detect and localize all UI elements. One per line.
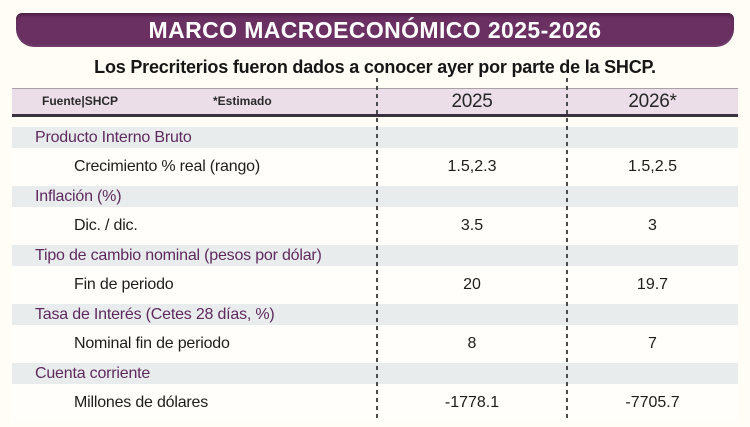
column-header-2025: 2025 (451, 91, 493, 112)
estimate-note: *Estimado (213, 94, 272, 108)
column-divider-dashed-right (566, 78, 568, 420)
value-2026: 19.7 (636, 276, 669, 293)
row-label: Dic. / dic. (74, 217, 138, 234)
source-label: Fuente|SHCP (42, 94, 119, 108)
value-2025: 8 (467, 335, 477, 352)
section-header-label: Inflación (%) (35, 187, 122, 205)
data-row-dic-dic: Dic. / dic. 3.5 3 (12, 207, 738, 245)
section-header-label: Tipo de cambio nominal (pesos por dólar) (35, 246, 322, 264)
column-divider-dashed-left (376, 78, 378, 420)
value-2025: 3.5 (460, 217, 484, 234)
section-header-row-tipo-cambio: Tipo de cambio nominal (pesos por dólar) (12, 245, 738, 266)
row-label: Nominal fin de periodo (74, 335, 230, 352)
subtitle: Los Precriterios fueron dados a conocer … (94, 57, 656, 77)
section-header-row-cuenta-corriente: Cuenta corriente (12, 363, 738, 384)
value-2025: 20 (463, 276, 481, 293)
data-row-fin-periodo: Fin de periodo 20 19.7 (12, 266, 738, 304)
section-header-label: Tasa de Interés (Cetes 28 días, %) (35, 305, 275, 323)
value-2026: -7705.7 (625, 394, 680, 411)
data-row-crecimiento: Crecimiento % real (rango) 1.5,2.3 1.5,2… (12, 148, 738, 186)
value-2025: -1778.1 (444, 394, 500, 411)
value-2026: 3 (648, 217, 657, 234)
page-title: MARCO MACROECONÓMICO 2025-2026 (148, 16, 602, 43)
section-header-row-inflacion: Inflación (%) (12, 186, 738, 207)
section-header-row-pib: Producto Interno Bruto (12, 127, 738, 148)
row-label: Crecimiento % real (rango) (74, 158, 260, 175)
data-row-nominal-fin-periodo: Nominal fin de periodo 8 7 (12, 325, 738, 363)
section-header-row-tasa-interes: Tasa de Interés (Cetes 28 días, %) (12, 304, 738, 325)
value-2025: 1.5,2.3 (447, 158, 497, 175)
row-label: Fin de periodo (74, 276, 174, 293)
row-label: Millones de dólares (74, 394, 209, 411)
section-header-label: Cuenta corriente (35, 364, 151, 382)
value-2026: 1.5,2.5 (628, 158, 677, 175)
section-header-label: Producto Interno Bruto (35, 128, 192, 146)
column-header-2026: 2026* (628, 91, 677, 112)
value-2026: 7 (648, 335, 657, 352)
table-header-row: Fuente|SHCP *Estimado 2025 2026* (12, 88, 738, 114)
header-underline (12, 114, 738, 117)
data-row-millones-dolares: Millones de dólares -1778.1 -7705.7 (12, 384, 738, 422)
title-bar: MARCO MACROECONÓMICO 2025-2026 (16, 13, 734, 47)
macro-table: Fuente|SHCP *Estimado 2025 2026* Product… (12, 88, 738, 422)
